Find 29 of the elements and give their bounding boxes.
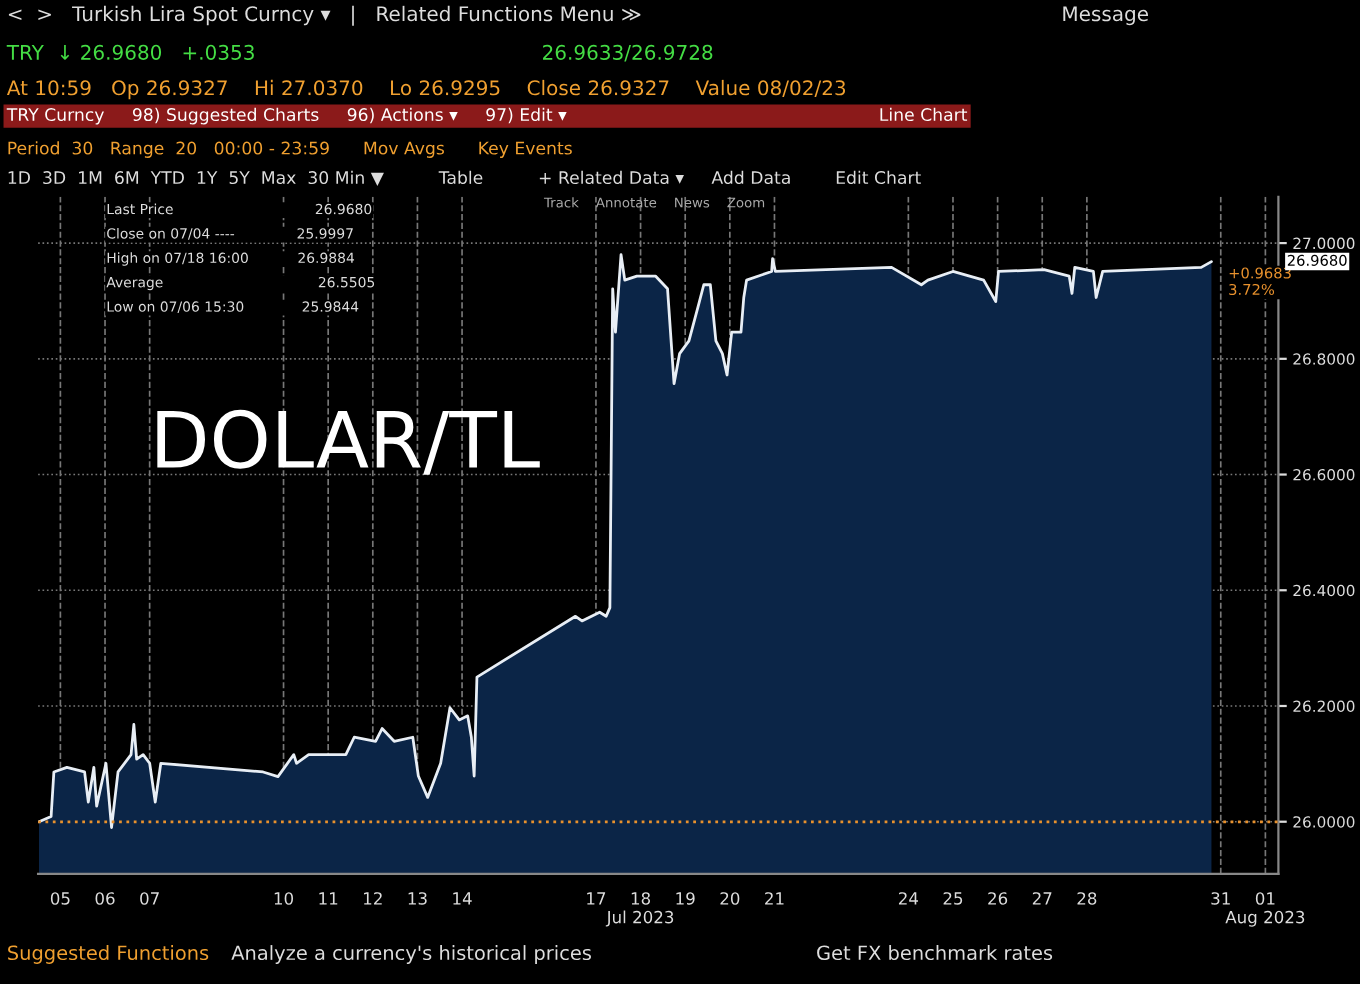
text: At 10:59 Op 26.9327 Hi 27.0370 Lo 26.9295 Close 26.9327 Value 08/02/23 bbox=[6, 79, 846, 100]
x-tick-label: 28 bbox=[1077, 892, 1097, 905]
text: < > Turkish Lira Spot Curncy ▾ | Related Functions Menu ≫ Message bbox=[8, 5, 1148, 26]
x-tick-label: 06 bbox=[95, 892, 115, 905]
text: Period 30 Range 20 00:00 - 23:59 Mov Avgs Key Events bbox=[8, 141, 572, 158]
x-tick-label: 14 bbox=[453, 892, 472, 905]
x-tick-label: 21 bbox=[765, 892, 784, 905]
text: Get FX benchmark rates bbox=[817, 945, 1053, 961]
text: TRY Curncy 98) Suggested Charts 96) Actions ▾ 97) Edit ▾ Line Chart bbox=[6, 107, 968, 125]
x-tick-label: 31 bbox=[1211, 892, 1230, 905]
x-tick-label: 10 bbox=[274, 892, 294, 905]
text: 1D 3D 1M 6M YTD 1Y 5Y Max 30 Min ▼ Table + Related Data ▾ Add Data Edit Chart bbox=[8, 170, 921, 186]
text: DOLAR/TL bbox=[157, 409, 540, 475]
x-tick-label: 24 bbox=[898, 892, 919, 905]
x-tick-label: 13 bbox=[408, 892, 427, 905]
x-tick-label: 17 bbox=[587, 892, 606, 905]
text: Analyze a currency's historical prices bbox=[231, 945, 591, 964]
x-tick-label: 18 Jul 2023 bbox=[605, 892, 674, 927]
x-tick-label: 05 bbox=[50, 892, 70, 905]
x-tick-label: 12 bbox=[364, 892, 382, 905]
x-tick-label: 25 bbox=[943, 892, 963, 905]
x-tick-label: 26 bbox=[988, 892, 1008, 905]
x-tick-label: 07 bbox=[140, 892, 159, 905]
text: TRY ↓ 26.9680 +.0353 26.9633/26.9728 bbox=[6, 44, 713, 62]
x-tick-label: 20 bbox=[720, 892, 740, 905]
x-tick-label: 11 bbox=[319, 892, 338, 905]
x-tick-label: 19 bbox=[676, 892, 695, 905]
x-tick-label: 27 bbox=[1032, 892, 1052, 905]
text: Suggested Functions bbox=[8, 945, 209, 964]
